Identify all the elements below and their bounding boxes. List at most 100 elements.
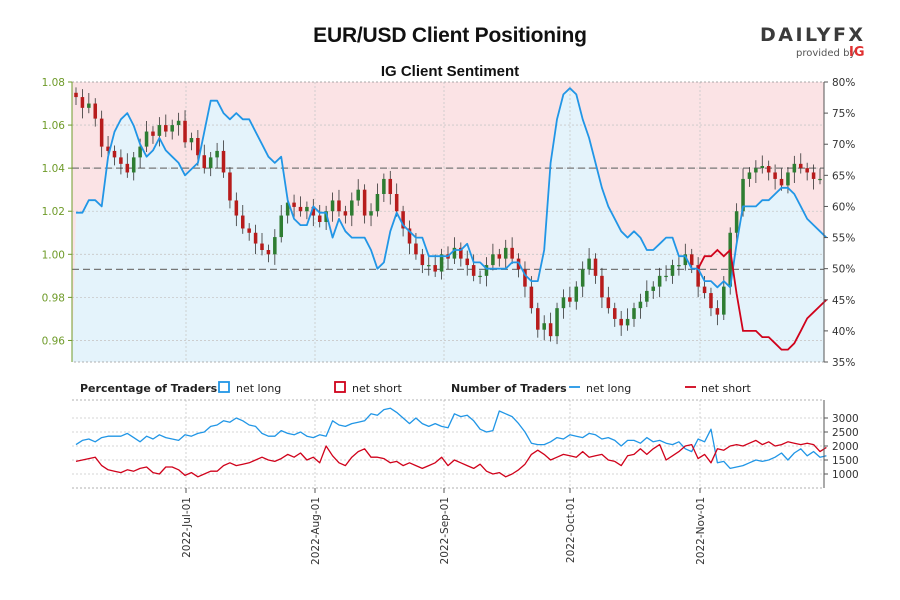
candle-body	[407, 228, 412, 244]
price-candle	[151, 126, 155, 144]
price-candle	[465, 250, 470, 276]
candle-body	[510, 247, 514, 259]
price-candle	[433, 254, 437, 277]
price-candle	[484, 257, 489, 287]
number-lines	[75, 407, 827, 478]
candle-body	[645, 290, 649, 302]
price-candle	[497, 248, 502, 267]
price-candle	[805, 162, 809, 181]
price-candle	[170, 119, 174, 140]
candle-body	[183, 120, 187, 143]
dailyfx-logo: DAILYFX provided by IG	[760, 24, 870, 64]
price-candle	[818, 168, 822, 185]
candle-body	[587, 258, 591, 270]
candle-body	[773, 172, 777, 179]
candle-body	[151, 131, 155, 136]
candle-body	[754, 168, 758, 173]
candle-body	[722, 286, 726, 315]
price-candle	[632, 302, 636, 327]
candle-body	[741, 178, 745, 212]
price-candle	[734, 203, 739, 244]
percentage-tick-label: 65%	[832, 170, 855, 182]
price-candle	[240, 204, 245, 234]
price-candle	[459, 242, 463, 267]
candle-body	[292, 202, 296, 207]
candle-body	[696, 265, 700, 287]
price-candle	[670, 259, 675, 284]
price-candle	[638, 293, 643, 319]
candle-body	[343, 211, 348, 216]
candle-body	[369, 211, 373, 216]
candle-body	[452, 247, 457, 259]
candle-body	[106, 146, 110, 151]
price-candle	[715, 300, 720, 326]
candle-body	[715, 308, 720, 315]
price-candle	[760, 155, 765, 174]
price-tick-label: 1.04	[42, 163, 66, 175]
candle-body	[157, 125, 162, 136]
candle-body	[298, 206, 303, 212]
candle-body	[548, 323, 553, 337]
price-candle	[619, 310, 623, 336]
candle-body	[484, 265, 489, 276]
candle-body	[87, 103, 91, 108]
percentage-tick-label: 50%	[832, 264, 855, 276]
price-candle	[510, 237, 514, 264]
price-candle	[80, 89, 85, 119]
candle-body	[221, 150, 226, 173]
candle-body	[253, 232, 258, 244]
legend-percentage-label: Percentage of Traders	[80, 382, 218, 395]
candle-body	[664, 275, 668, 278]
price-candle	[279, 204, 284, 243]
price-candle	[580, 261, 585, 298]
price-candle	[394, 183, 399, 217]
candle-body	[625, 318, 630, 326]
brand-ig-logo: IG	[849, 45, 865, 60]
price-tick-label: 1.02	[42, 206, 65, 218]
price-candle	[324, 205, 328, 230]
price-candle	[478, 270, 482, 284]
price-candle	[401, 205, 405, 237]
price-tick-label: 0.98	[42, 292, 65, 304]
price-candle	[798, 153, 803, 174]
price-candle	[773, 164, 777, 190]
price-candle	[792, 155, 797, 184]
percentage-tick-label: 40%	[832, 326, 855, 338]
price-candle	[99, 110, 104, 158]
candle-body	[426, 265, 431, 267]
number-tick-label: 3000	[832, 413, 859, 425]
candle-body	[766, 166, 771, 173]
price-candle	[529, 276, 534, 314]
price-candle	[350, 192, 354, 227]
price-candle	[555, 302, 559, 345]
price-candle	[215, 142, 219, 168]
candle-body	[317, 215, 322, 222]
price-candle	[664, 265, 668, 282]
price-candle	[606, 286, 611, 314]
candle-body	[818, 178, 822, 181]
candle-body	[555, 308, 559, 337]
candle-body	[542, 323, 546, 330]
price-candle	[696, 257, 700, 298]
candle-body	[170, 125, 174, 132]
candle-body	[478, 275, 482, 278]
candle-body	[414, 243, 418, 255]
candle-body	[786, 172, 790, 186]
candle-body	[202, 155, 207, 169]
price-candle	[93, 98, 98, 127]
candle-body	[80, 97, 85, 108]
plot-background	[72, 82, 827, 362]
price-candle	[253, 224, 258, 255]
candle-body	[632, 308, 636, 319]
candle-body	[491, 254, 495, 266]
candle-body	[747, 172, 752, 179]
number-tick-label: 2500	[832, 427, 859, 439]
legend-num-long-label: net long	[586, 382, 631, 395]
price-candle	[87, 92, 91, 114]
candle-body	[176, 120, 181, 126]
price-candle	[221, 140, 226, 178]
price-candles	[74, 87, 822, 345]
price-candle	[330, 192, 335, 222]
candle-body	[164, 125, 168, 132]
candle-body	[561, 297, 566, 309]
